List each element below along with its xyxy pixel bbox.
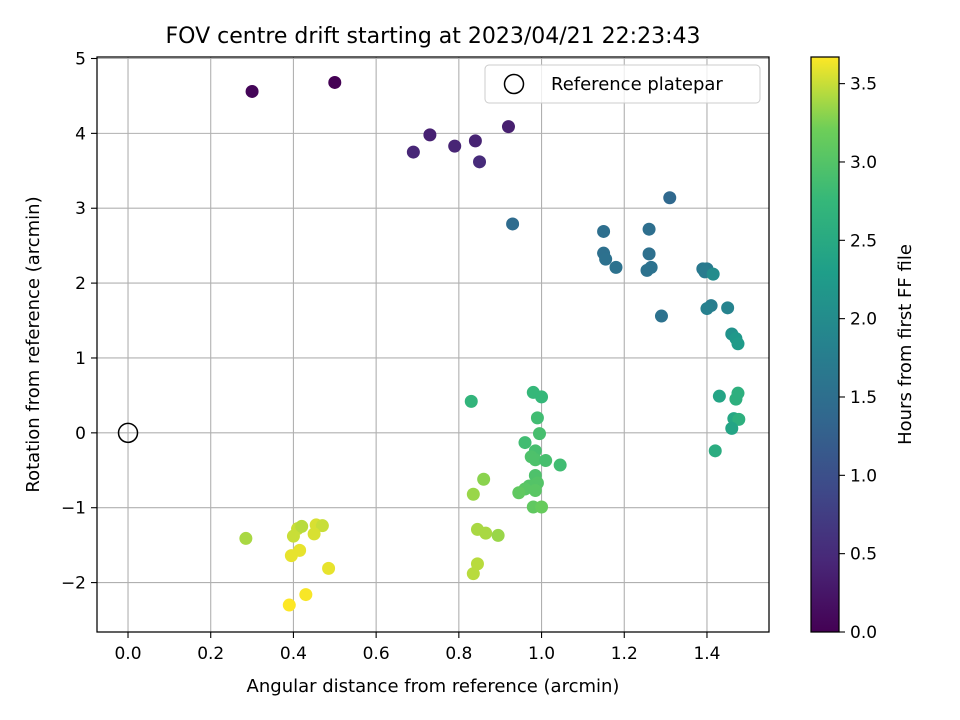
y-axis-label: Rotation from reference (arcmin) <box>23 196 44 492</box>
data-point <box>530 411 544 425</box>
y-tick-label: 1 <box>75 349 86 369</box>
plot-background <box>97 57 769 632</box>
data-point <box>729 392 743 406</box>
data-point <box>239 531 253 545</box>
legend-marker <box>503 73 525 95</box>
data-point <box>501 120 515 134</box>
data-point <box>553 458 567 472</box>
x-tick-label: 1.0 <box>528 644 555 664</box>
data-point <box>328 75 342 89</box>
data-point <box>642 222 656 236</box>
data-point <box>532 427 546 441</box>
data-point <box>506 217 520 231</box>
colorbar-tick-label: 2.0 <box>850 310 877 330</box>
colorbar-tick-label: 0.5 <box>850 545 877 565</box>
legend: Reference platepar <box>484 64 761 104</box>
data-point <box>468 134 482 148</box>
data-point <box>732 412 746 426</box>
colorbar-ticks: 0.0 0.5 1.0 1.5 2.0 2.5 3.0 3.5 <box>839 75 877 643</box>
reference-point-marker <box>117 422 139 444</box>
data-point <box>406 145 420 159</box>
data-point <box>599 252 613 266</box>
y-axis-ticks: 5 4 3 2 1 0 −1 −2 <box>61 49 97 594</box>
plot-frame <box>96 56 770 633</box>
data-points <box>239 75 746 612</box>
data-point <box>712 389 726 403</box>
colorbar-tick-label: 1.0 <box>850 466 877 486</box>
data-point <box>282 598 296 612</box>
data-point <box>708 444 722 458</box>
data-point <box>539 454 553 468</box>
data-point <box>286 529 300 543</box>
data-point <box>654 309 668 323</box>
colorbar: 0.0 0.5 1.0 1.5 2.0 2.5 3.0 3.5 Hours from firs… <box>810 56 916 643</box>
data-point <box>464 394 478 408</box>
data-point <box>477 472 491 486</box>
data-point <box>299 588 313 602</box>
data-point <box>721 301 735 315</box>
x-tick-label: 0.0 <box>114 644 141 664</box>
data-point <box>322 561 336 575</box>
data-point <box>245 84 259 98</box>
grid-lines <box>97 57 769 632</box>
y-tick-label: 5 <box>75 49 86 69</box>
data-point <box>640 263 654 277</box>
data-point <box>448 139 462 153</box>
data-point <box>528 483 542 497</box>
data-point <box>518 436 532 450</box>
x-axis-label: Angular distance from reference (arcmin) <box>247 676 620 697</box>
data-point <box>315 519 329 533</box>
chart-title: FOV centre drift starting at 2023/04/21 … <box>166 24 701 49</box>
data-point <box>473 155 487 169</box>
data-point <box>284 549 298 563</box>
data-point <box>528 453 542 467</box>
y-tick-label: −2 <box>61 574 86 594</box>
data-point <box>512 486 526 500</box>
data-point <box>663 191 677 205</box>
colorbar-tick-label: 3.0 <box>850 153 877 173</box>
plot-area <box>96 56 770 633</box>
colorbar-gradient <box>810 56 840 633</box>
x-tick-label: 0.6 <box>363 644 390 664</box>
data-point <box>466 567 480 581</box>
y-tick-label: 4 <box>75 124 86 144</box>
data-point <box>609 260 623 274</box>
y-tick-label: −1 <box>61 499 86 519</box>
x-tick-label: 0.2 <box>197 644 224 664</box>
data-point <box>535 390 549 404</box>
colorbar-tick-label: 2.5 <box>850 231 877 251</box>
data-point <box>642 247 656 261</box>
data-point <box>731 337 745 351</box>
data-point <box>700 302 714 316</box>
x-axis-ticks: 0.0 0.2 0.4 0.6 0.8 1.0 1.2 1.4 <box>114 632 720 664</box>
legend-label: Reference platepar <box>551 74 723 95</box>
data-point <box>491 528 505 542</box>
data-point <box>479 526 493 540</box>
data-point <box>295 519 309 533</box>
colorbar-tick-label: 3.5 <box>850 75 877 95</box>
data-point <box>535 500 549 514</box>
data-point <box>466 487 480 501</box>
data-point <box>597 224 611 238</box>
x-tick-label: 0.8 <box>445 644 472 664</box>
legend-box <box>484 64 761 104</box>
data-point <box>706 267 720 281</box>
data-point <box>470 557 484 571</box>
data-point <box>423 128 437 142</box>
data-point <box>307 527 321 541</box>
y-tick-label: 2 <box>75 274 86 294</box>
x-tick-label: 1.4 <box>693 644 720 664</box>
colorbar-tick-label: 0.0 <box>850 623 877 643</box>
x-tick-label: 1.2 <box>611 644 638 664</box>
colorbar-tick-label: 1.5 <box>850 388 877 408</box>
data-point <box>725 421 739 435</box>
x-tick-label: 0.4 <box>280 644 307 664</box>
colorbar-label: Hours from first FF file <box>895 244 916 445</box>
y-tick-label: 3 <box>75 199 86 219</box>
y-tick-label: 0 <box>75 424 86 444</box>
